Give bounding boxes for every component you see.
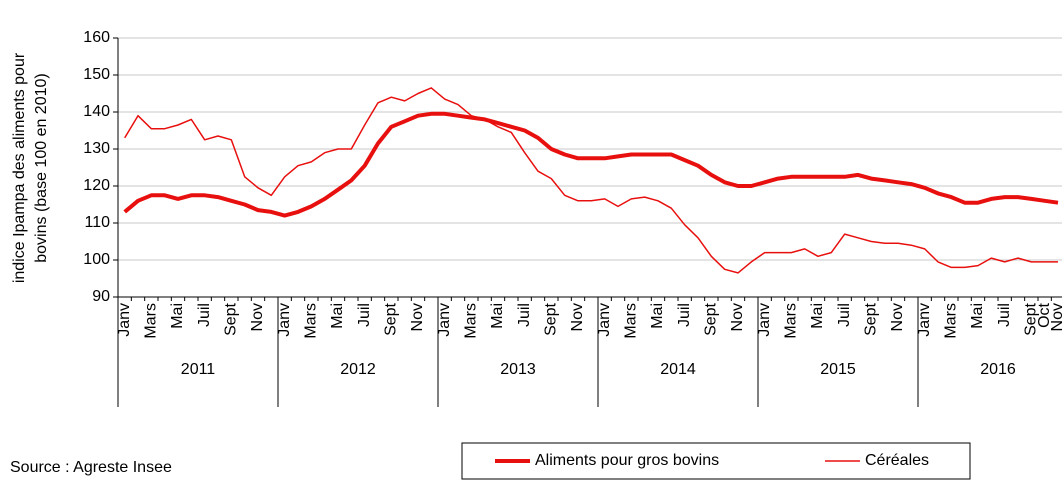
x-tick-label: Sept xyxy=(863,302,880,335)
group-label: 2011 xyxy=(181,361,216,378)
x-tick-label: Nov xyxy=(249,303,266,331)
x-tick-label: Nov xyxy=(569,303,586,331)
series-line xyxy=(124,87,1058,274)
x-tick-label: Janv xyxy=(916,303,933,337)
x-tick-label: Mai xyxy=(169,303,186,329)
series-line xyxy=(123,111,1059,218)
group-label: 2012 xyxy=(340,361,376,378)
x-tick-label: Janv xyxy=(276,303,293,337)
y-tick-label: 150 xyxy=(83,66,110,83)
x-tick-label: Juil xyxy=(836,303,853,327)
legend-label: Aliments pour gros bovins xyxy=(535,452,719,469)
x-tick-label: Juil xyxy=(676,303,693,327)
group-label: 2016 xyxy=(980,361,1016,378)
x-tick-label: Nov xyxy=(729,303,746,331)
x-tick-label: Juil xyxy=(516,303,533,327)
x-tick-label: Janv xyxy=(436,303,453,337)
x-tick-label: Nov xyxy=(1049,303,1062,331)
x-tick-label: Sept xyxy=(383,302,400,335)
x-tick-label: Mai xyxy=(329,303,346,329)
x-tick-label: Mai xyxy=(969,303,986,329)
x-tick-label: Mai xyxy=(489,303,506,329)
x-tick-label: Juil xyxy=(996,303,1013,327)
group-label: 2013 xyxy=(500,361,536,378)
legend-box xyxy=(461,442,971,480)
x-tick-label: Mars xyxy=(783,303,800,339)
x-tick-label: Sept xyxy=(223,302,240,335)
x-tick-label: Mars xyxy=(623,303,640,339)
y-tick-label: 120 xyxy=(83,177,110,194)
x-tick-label: Mars xyxy=(303,303,320,339)
x-tick-label: Mars xyxy=(463,303,480,339)
x-tick-label: Nov xyxy=(409,303,426,331)
x-tick-label: Janv xyxy=(756,303,773,337)
y-axis-label: bovins (base 100 en 2010) xyxy=(33,73,50,262)
source: Source : Agreste Insee xyxy=(10,459,172,476)
group-label: 2015 xyxy=(820,361,856,378)
x-tick-label: Juil xyxy=(196,303,213,327)
x-tick-label: Janv xyxy=(116,303,133,337)
x-tick-label: Sept xyxy=(543,302,560,335)
x-tick-label: Mars xyxy=(143,303,160,339)
x-tick-label: Nov xyxy=(889,303,906,331)
x-tick-label: Sept xyxy=(1023,302,1040,335)
x-tick-label: Mai xyxy=(649,303,666,329)
x-tick-label: Mars xyxy=(943,303,960,339)
y-tick-label: 130 xyxy=(83,140,110,157)
y-tick-label: 140 xyxy=(83,103,110,120)
y-axis-label: indice Ipampa des aliments pour xyxy=(11,52,28,283)
x-tick-label: Mai xyxy=(809,303,826,329)
x-tick-label: Janv xyxy=(596,303,613,337)
group-label: 2014 xyxy=(660,361,696,378)
y-tick-label: 90 xyxy=(92,288,110,305)
y-tick-label: 100 xyxy=(83,251,110,268)
y-tick-label: 160 xyxy=(83,29,110,46)
x-tick-label: Sept xyxy=(703,302,720,335)
x-tick-label: Juil xyxy=(356,303,373,327)
x-tick-label: Oct xyxy=(1036,302,1053,327)
y-tick-label: 110 xyxy=(84,214,110,231)
legend-label: Céréales xyxy=(865,452,929,469)
